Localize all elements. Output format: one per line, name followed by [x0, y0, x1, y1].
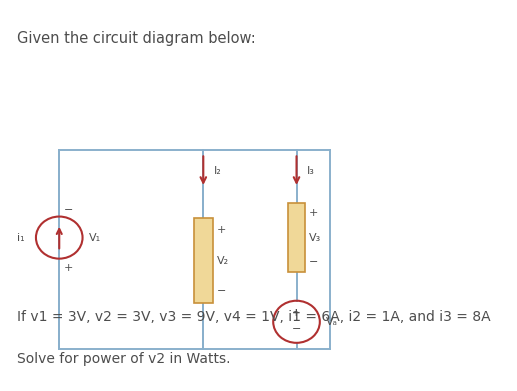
Bar: [194, 219, 213, 303]
Text: +: +: [309, 208, 318, 218]
Text: I₃: I₃: [307, 166, 315, 176]
Bar: [288, 203, 305, 272]
Text: −: −: [217, 286, 226, 296]
Text: Given the circuit diagram below:: Given the circuit diagram below:: [17, 31, 255, 46]
Text: +: +: [64, 263, 73, 273]
Text: V₃: V₃: [309, 233, 321, 242]
Text: If v1 = 3V, v2 = 3V, v3 = 9V, v4 = 1V, i1 = 6A, i2 = 1A, and i3 = 8A: If v1 = 3V, v2 = 3V, v3 = 9V, v4 = 1V, i…: [17, 310, 491, 324]
Text: i₁: i₁: [17, 233, 24, 242]
Text: −: −: [292, 324, 301, 334]
Text: −: −: [64, 204, 73, 215]
Text: V₁: V₁: [89, 233, 101, 242]
Text: +: +: [217, 225, 226, 235]
Text: Solve for power of v2 in Watts.: Solve for power of v2 in Watts.: [17, 352, 231, 366]
Text: I₂: I₂: [214, 166, 222, 176]
Text: Vₐ: Vₐ: [326, 317, 338, 327]
Text: −: −: [309, 257, 318, 267]
Text: V₂: V₂: [217, 256, 229, 265]
Text: +: +: [292, 308, 301, 318]
